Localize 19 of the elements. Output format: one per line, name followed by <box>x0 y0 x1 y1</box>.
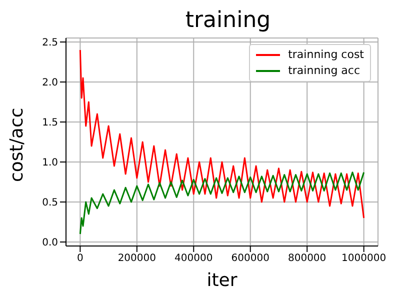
y-tick-label: 2.5 <box>42 38 58 49</box>
y-tick-label: 0.5 <box>42 198 58 209</box>
y-tick-label: 2.0 <box>42 78 58 89</box>
x-axis-title: iter <box>206 270 238 291</box>
line-series <box>79 172 365 235</box>
legend-label: trainning acc <box>287 63 362 79</box>
x-tick-label: 400000 <box>174 253 213 264</box>
chart-title: training <box>184 8 272 33</box>
y-tick-label: 0.0 <box>42 238 58 249</box>
y-axis-title: cost/acc <box>6 108 28 182</box>
x-tick-label: 1000000 <box>342 253 386 264</box>
x-tick-label: 600000 <box>231 253 270 264</box>
x-tick-label: 800000 <box>288 253 326 264</box>
y-tick-label: 1.5 <box>42 118 58 129</box>
x-tick-label: 0 <box>76 253 84 264</box>
x-tick-label: 200000 <box>118 253 156 264</box>
legend-label: trainning cost <box>287 47 364 63</box>
y-tick-label: 1.0 <box>42 158 58 169</box>
line-series <box>79 49 365 219</box>
